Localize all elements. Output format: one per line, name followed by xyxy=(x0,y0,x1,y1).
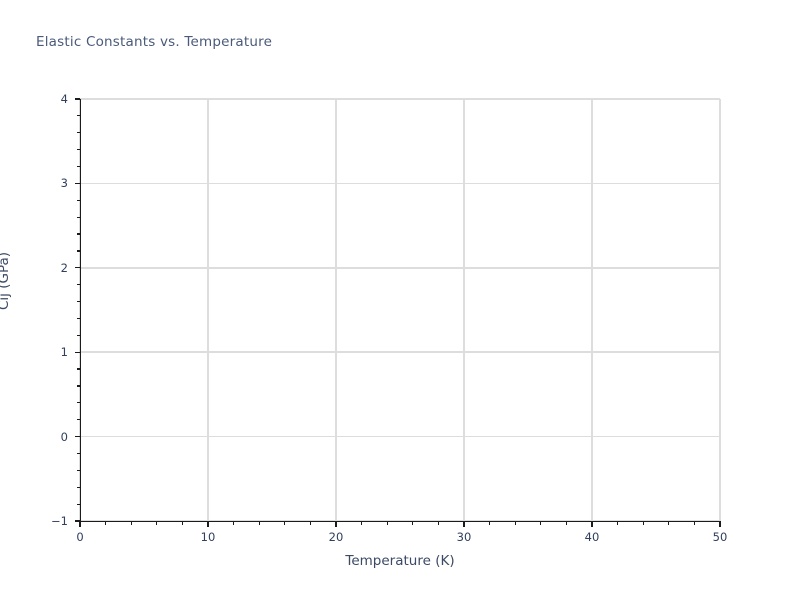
plot-area xyxy=(79,98,721,522)
y-minor-tick xyxy=(76,419,80,421)
y-minor-tick xyxy=(76,402,80,404)
x-ticklabel-30: 30 xyxy=(456,530,472,544)
gridline-x-20 xyxy=(335,99,337,521)
x-minor-tick xyxy=(642,521,644,525)
y-minor-tick xyxy=(76,385,80,387)
x-minor-tick xyxy=(437,521,439,525)
x-minor-tick xyxy=(617,521,619,525)
x-ticklabel-0: 0 xyxy=(76,530,84,544)
y-minor-tick xyxy=(76,199,80,201)
y-ticklabel-1: 1 xyxy=(60,345,68,360)
y-axis-label: Cij (GPa) xyxy=(0,251,12,310)
x-tick-50 xyxy=(719,521,721,527)
gridline-y-4 xyxy=(80,98,720,100)
y-minor-tick xyxy=(76,486,80,488)
y-minor-tick xyxy=(76,284,80,286)
y-tick-4 xyxy=(74,98,80,100)
x-minor-tick xyxy=(412,521,414,525)
x-minor-tick xyxy=(361,521,363,525)
gridline-y-3 xyxy=(80,182,720,185)
x-minor-tick xyxy=(284,521,286,525)
x-ticklabel-10: 10 xyxy=(200,530,216,544)
x-minor-tick xyxy=(514,521,516,525)
y-ticklabel-neg1: −1 xyxy=(51,514,68,528)
x-tick-0 xyxy=(79,521,81,527)
y-minor-tick xyxy=(76,503,80,505)
x-minor-tick xyxy=(668,521,670,525)
x-axis-spine xyxy=(80,520,721,522)
x-minor-tick xyxy=(105,521,107,525)
y-tick-3 xyxy=(74,182,80,185)
x-minor-tick xyxy=(565,521,567,525)
x-ticklabel-50: 50 xyxy=(712,530,728,544)
x-minor-tick xyxy=(181,521,183,525)
x-minor-tick xyxy=(540,521,542,525)
x-tick-40 xyxy=(591,521,593,527)
y-minor-tick xyxy=(76,132,80,134)
y-minor-tick xyxy=(76,250,80,252)
y-minor-tick xyxy=(76,165,80,168)
x-axis-label-container: Temperature (K) xyxy=(0,553,800,569)
y-ticklabel-3: 3 xyxy=(60,176,68,191)
y-ticklabel-4: 4 xyxy=(60,92,68,106)
gridline-x-40 xyxy=(591,99,593,521)
y-minor-tick xyxy=(76,149,80,151)
gridline-x-50 xyxy=(719,99,721,521)
y-minor-tick xyxy=(76,115,80,117)
gridline-y-0 xyxy=(80,435,720,438)
gridline-x-30 xyxy=(463,99,465,521)
y-ticklabel-0: 0 xyxy=(60,429,68,444)
x-axis-label: Temperature (K) xyxy=(345,553,455,569)
y-minor-tick xyxy=(76,469,80,471)
x-minor-tick xyxy=(233,521,235,525)
y-tick-2 xyxy=(74,267,80,269)
y-tick-0 xyxy=(74,435,80,438)
x-ticklabel-40: 40 xyxy=(584,530,600,544)
y-minor-tick xyxy=(76,233,80,235)
x-minor-tick xyxy=(693,521,695,525)
y-ticklabel-2: 2 xyxy=(60,260,68,275)
x-minor-tick xyxy=(489,521,491,525)
gridline-y-1 xyxy=(80,351,720,353)
gridline-y-2 xyxy=(80,267,720,269)
x-minor-tick xyxy=(156,521,158,525)
x-tick-10 xyxy=(207,521,209,527)
x-minor-tick xyxy=(386,521,388,525)
y-tick-neg1 xyxy=(74,520,80,522)
chart-title: Elastic Constants vs. Temperature xyxy=(36,34,273,50)
y-tick-1 xyxy=(74,351,80,353)
x-minor-tick xyxy=(258,521,260,525)
y-minor-tick xyxy=(76,317,80,320)
y-minor-tick xyxy=(76,368,80,370)
y-minor-tick xyxy=(76,334,80,336)
y-minor-tick xyxy=(76,300,80,303)
x-ticklabel-20: 20 xyxy=(328,530,344,544)
y-axis-spine xyxy=(80,99,82,522)
y-minor-tick xyxy=(76,452,80,455)
gridline-x-10 xyxy=(207,99,209,521)
x-tick-30 xyxy=(463,521,465,527)
y-minor-tick xyxy=(76,216,80,218)
x-minor-tick xyxy=(309,521,311,525)
x-minor-tick xyxy=(130,521,132,525)
x-tick-20 xyxy=(335,521,337,527)
